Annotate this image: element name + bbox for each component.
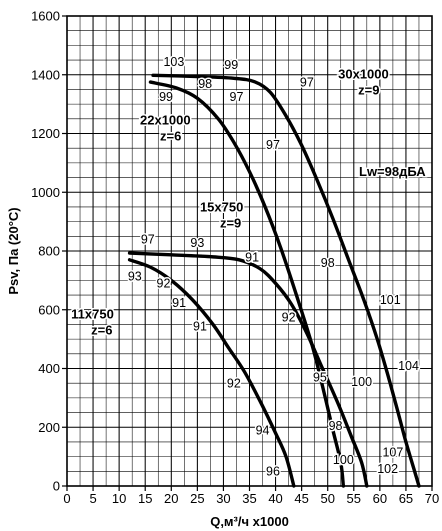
curve-annotation: 96 — [266, 465, 280, 479]
curve-annotation: 98 — [329, 419, 343, 433]
y-tick-label: 400 — [38, 361, 60, 376]
x-tick-label: 20 — [164, 491, 178, 506]
y-tick-label: 800 — [38, 244, 60, 259]
curve-annotation: 101 — [380, 293, 401, 307]
curve-annotation: 94 — [256, 424, 270, 438]
curve-annotation: 91 — [245, 250, 259, 264]
curve-annotation: 99 — [159, 90, 173, 104]
model-label: 11x750 — [71, 307, 114, 322]
model-label: z=9 — [358, 82, 379, 97]
x-tick-label: 55 — [347, 491, 361, 506]
y-axis-label: Psv, Па (20°C) — [6, 207, 21, 294]
x-tick-label: 70 — [425, 491, 439, 506]
curve-annotation: 103 — [163, 55, 184, 69]
curve-annotation: 100 — [333, 453, 354, 467]
y-tick-label: 1200 — [31, 126, 60, 141]
curve-annotation: 95 — [313, 371, 327, 385]
x-tick-label: 50 — [320, 491, 334, 506]
curve-annotation: 107 — [382, 446, 403, 460]
x-tick-label: 60 — [373, 491, 387, 506]
x-tick-label: 15 — [138, 491, 152, 506]
curve-annotation: 92 — [157, 277, 171, 291]
x-tick-label: 10 — [112, 491, 126, 506]
x-tick-label: 25 — [190, 491, 204, 506]
curve-annotation: 97 — [300, 76, 314, 90]
y-tick-label: 600 — [38, 302, 60, 317]
curve-line — [127, 258, 296, 488]
curve-annotation: 92 — [282, 311, 296, 325]
curve-annotation: 99 — [224, 58, 238, 72]
curve-annotation: 97 — [266, 138, 280, 152]
x-tick-label: 65 — [399, 491, 413, 506]
curve-annotation: 93 — [190, 236, 204, 250]
model-label: z=6 — [91, 323, 112, 338]
x-tick-label: 5 — [89, 491, 96, 506]
curve-line — [151, 73, 421, 488]
curve-annotation: 91 — [172, 296, 186, 310]
x-tick-label: 45 — [294, 491, 308, 506]
x-tick-label: 0 — [63, 491, 70, 506]
model-label: 22x1000 — [140, 113, 191, 128]
y-tick-label: 0 — [53, 479, 60, 494]
y-axis-ticks: 0 200 400 600 800 1000 1200 1400 1600 — [31, 9, 67, 494]
curve-annotation: 97 — [230, 90, 244, 104]
curve-line — [127, 251, 369, 488]
curve-line — [148, 80, 346, 488]
curve-annotation: 100 — [351, 375, 372, 389]
curve-annotation: 98 — [198, 77, 212, 91]
curves — [127, 73, 421, 488]
curve-annotation: 102 — [377, 462, 398, 476]
x-tick-label: 40 — [268, 491, 282, 506]
curve-annotation: 93 — [128, 269, 142, 283]
model-label: z=6 — [160, 129, 181, 144]
curve-annotation: 97 — [141, 233, 155, 247]
model-label: 15x750 — [200, 199, 243, 214]
curve-annotation: 104 — [398, 359, 419, 373]
curve-annotation: 91 — [193, 319, 207, 333]
model-label: z=9 — [220, 215, 241, 230]
y-tick-label: 1400 — [31, 67, 60, 82]
curve-annotation: 98 — [321, 256, 335, 270]
sound-level-note: Lw=98дБА — [359, 164, 426, 179]
x-tick-label: 35 — [242, 491, 256, 506]
y-tick-label: 200 — [38, 420, 60, 435]
y-tick-label: 1600 — [31, 9, 60, 24]
model-label: 30x1000 — [338, 66, 389, 81]
x-tick-label: 30 — [216, 491, 230, 506]
x-axis-label: Q,м³/ч x1000 — [210, 514, 289, 529]
y-tick-label: 1000 — [31, 185, 60, 200]
x-axis-ticks: 0 5 10 15 20 25 30 35 40 45 50 55 60 65 70 — [63, 486, 439, 506]
curve-annotation: 92 — [227, 377, 241, 391]
